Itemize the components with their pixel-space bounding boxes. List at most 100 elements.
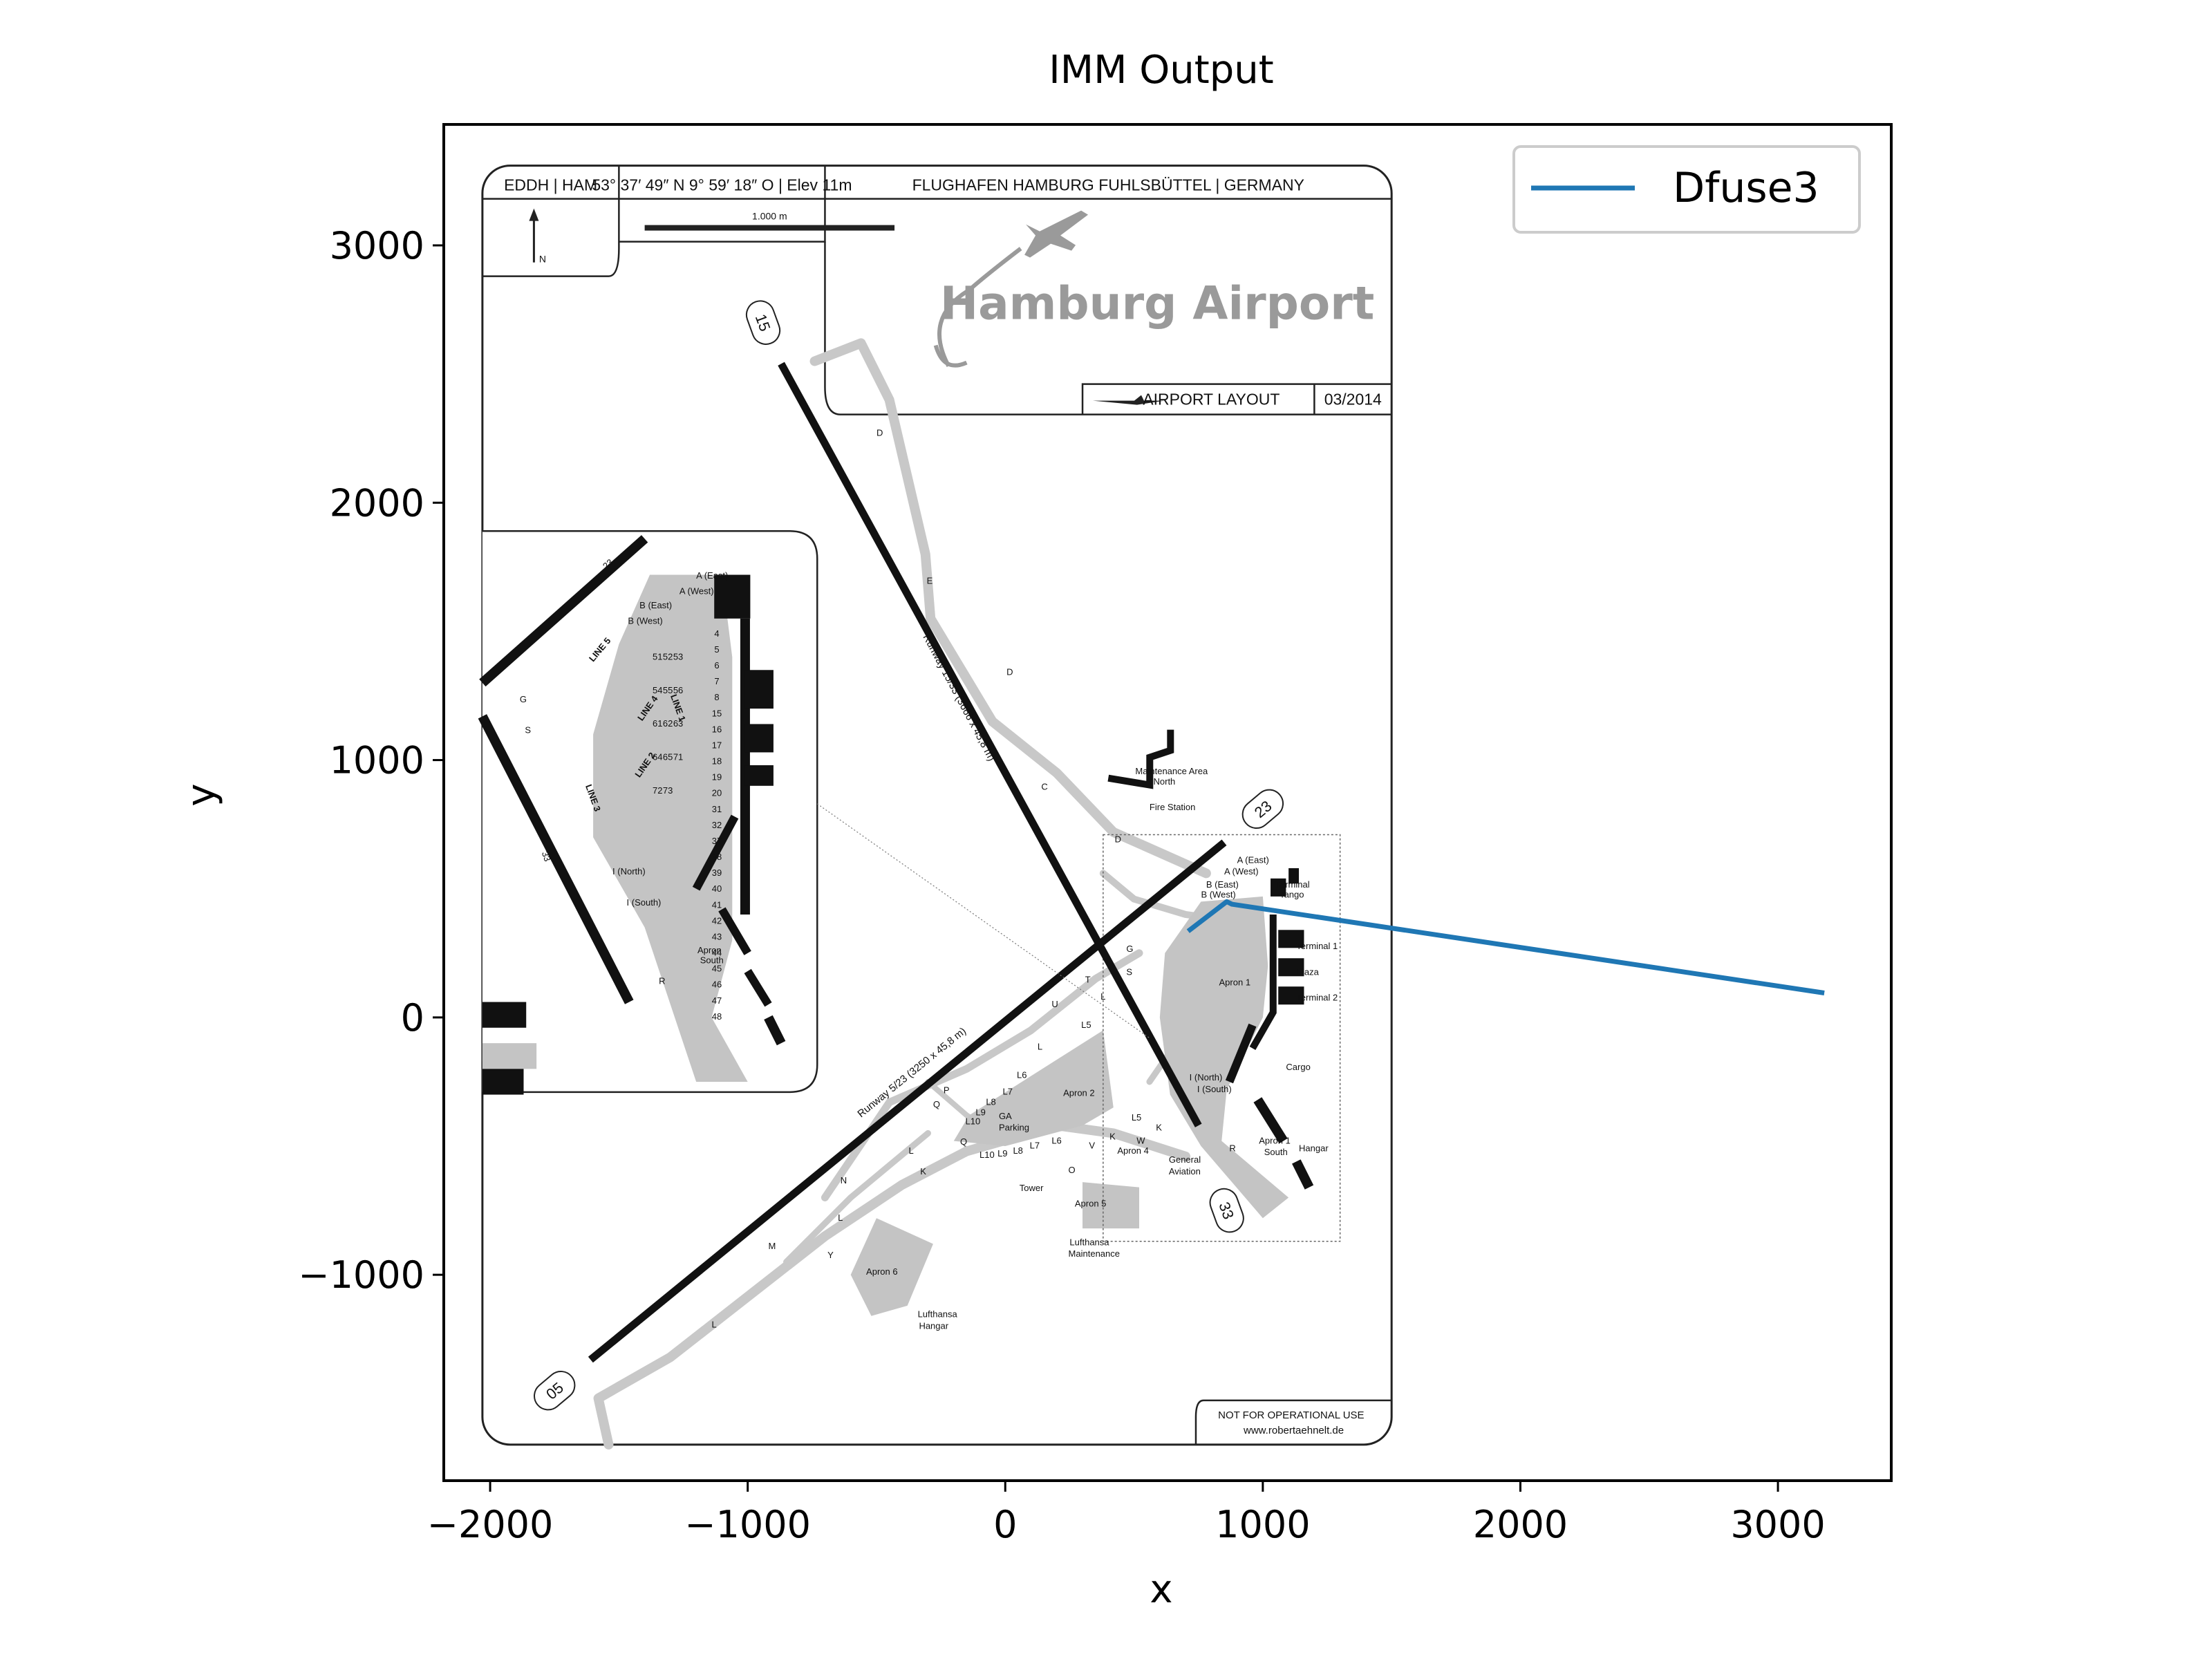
hangar: [1292, 1159, 1314, 1190]
taxiway: [593, 1121, 1191, 1450]
layout-airplane-icon: [1092, 395, 1165, 405]
chart-title: IMM Output: [1049, 48, 1273, 93]
map-label: L6: [1017, 1069, 1027, 1080]
map-label: A (West): [1224, 866, 1259, 877]
taxiway: [821, 949, 1143, 1201]
map-label: R: [659, 975, 665, 986]
map-label: C: [1041, 781, 1047, 791]
map-label: N: [841, 1175, 847, 1185]
layout-date: 03/2014: [1324, 391, 1382, 409]
inset-stand-number: 40: [712, 883, 722, 894]
logo-cell: [824, 241, 1392, 415]
map-label: L5: [1132, 1112, 1141, 1123]
inset-leader-line: [816, 803, 1150, 1039]
coords-cell: [619, 165, 826, 243]
inset-stand-number: 44: [712, 948, 722, 958]
map-label: Fire Station: [1150, 802, 1195, 812]
inset-building: [482, 1002, 527, 1028]
apron-1: [1159, 896, 1289, 1219]
map-label: K: [1109, 1132, 1116, 1142]
building: [1278, 958, 1304, 977]
inset-stand-number: 45: [712, 964, 722, 974]
map-label: Parking: [999, 1123, 1029, 1133]
logo-block: Hamburg Airport AIRPORT LAYOUT 03/2014: [824, 210, 1392, 415]
map-label: Q: [960, 1136, 967, 1147]
scale-bar: [644, 225, 895, 231]
building: [1288, 868, 1300, 884]
x-tick-label: 0: [993, 1503, 1017, 1546]
scale-label: 1.000 m: [752, 211, 787, 222]
inset-stand-number: 6: [714, 660, 719, 671]
legend-label: Dfuse3: [1673, 164, 1819, 212]
north-cell: [482, 165, 620, 277]
map-label: W: [1136, 1135, 1145, 1145]
header-name: FLUGHAFEN HAMBURG FUHLSBÜTTEL | GERMANY: [912, 176, 1304, 194]
x-tick-label: 2000: [1473, 1503, 1568, 1546]
series-layer: [1186, 899, 1825, 995]
logo-text: Hamburg Airport: [940, 277, 1374, 330]
map-label: D: [1115, 834, 1121, 845]
building: [1278, 986, 1304, 1005]
inset-runway-33: [478, 714, 634, 1004]
map-label: L10: [980, 1150, 995, 1160]
map-label: Apron 1: [1219, 977, 1251, 987]
maintenance-north: [1107, 729, 1174, 789]
map-label: D: [877, 427, 883, 438]
inset-stand-number: 62: [663, 718, 673, 729]
map-label: B (East): [639, 600, 672, 610]
inset-stand-number: 8: [714, 692, 719, 702]
layout-row: [1081, 383, 1392, 415]
inset-building: [718, 907, 751, 955]
map-footer: NOT FOR OPERATIONAL USE www.robertaehnelt…: [1194, 1399, 1392, 1445]
map-label: R: [1229, 1143, 1235, 1153]
map-label: North: [1154, 776, 1176, 787]
inset-building: [692, 814, 739, 891]
map-label: K: [920, 1166, 926, 1177]
aprons: [850, 896, 1289, 1316]
inset-building: [744, 765, 774, 786]
map-label: I (South): [1197, 1084, 1232, 1094]
x-tick-label: −2000: [427, 1503, 554, 1546]
map-label: Apron 5: [1075, 1199, 1107, 1209]
map-label: L8: [986, 1096, 995, 1107]
footer-url: www.robertaehnelt.de: [1243, 1425, 1344, 1436]
inset-stand-number: 7: [714, 676, 719, 686]
inset-stand-number: 53: [673, 651, 683, 662]
map-label: Terminal: [1275, 879, 1309, 890]
map-label: K: [1156, 1123, 1162, 1133]
inset-stand-number: 47: [712, 995, 722, 1006]
x-tick-label: 3000: [1730, 1503, 1825, 1546]
apron-6: [850, 1218, 933, 1316]
map-label: L7: [1030, 1141, 1040, 1151]
map-label: Terminal 1: [1296, 941, 1338, 951]
y-tick-label: 0: [401, 996, 424, 1040]
map-label: L: [909, 1145, 914, 1156]
map-label: Y: [827, 1250, 834, 1260]
inset-stand-number: 20: [712, 788, 722, 798]
buildings: [1107, 729, 1314, 1190]
apron-5: [1082, 1182, 1140, 1229]
taxiway: [809, 338, 1211, 879]
x-axis-ticks: −2000 −1000 0 1000 2000 3000: [427, 1481, 1826, 1546]
inset-building: [744, 670, 774, 709]
inset-stand-number: 32: [712, 820, 722, 830]
layout-label: AIRPORT LAYOUT: [1143, 391, 1280, 409]
map-label: Maintenance Area: [1135, 766, 1208, 776]
inset-runway-23: [479, 535, 648, 687]
inset-stand-number: 39: [712, 868, 722, 878]
map-label: Apron 4: [1117, 1145, 1149, 1156]
inset-stand-number: 54: [653, 685, 662, 695]
map-label: I (South): [627, 897, 662, 908]
map-label: South: [1264, 1147, 1288, 1157]
inset-stand-number: 65: [663, 752, 673, 762]
map-label: S: [1126, 966, 1132, 977]
inset-stand-number: 73: [663, 785, 673, 796]
inset-stand-number: 18: [712, 756, 722, 767]
map-label: GA: [999, 1111, 1012, 1121]
map-label: A (East): [1237, 854, 1269, 865]
y-tick-label: −1000: [298, 1253, 424, 1297]
runway-badge-33: 33: [1209, 1188, 1244, 1233]
logo-airplane-icon: [1024, 210, 1089, 258]
